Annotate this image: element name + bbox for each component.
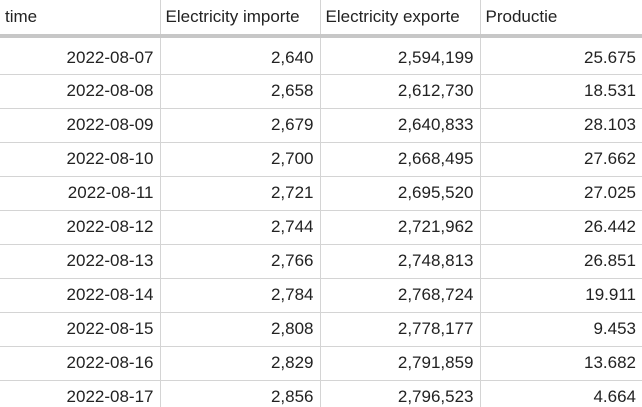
cell-productie[interactable]: 27.025 (479, 175, 642, 211)
cell-electricity-imported[interactable]: 2,829 (159, 345, 321, 381)
cell-time[interactable]: 2022-08-16 (0, 345, 161, 381)
cell-productie[interactable]: 25.675 (479, 35, 642, 75)
cell-electricity-exported[interactable]: 2,721,962 (319, 209, 481, 245)
table-row: 2022-08-11 2,721 2,695,520 27.025 (0, 175, 642, 211)
cell-time[interactable]: 2022-08-07 (0, 35, 161, 75)
cell-time[interactable]: 2022-08-12 (0, 209, 161, 245)
cell-electricity-exported[interactable]: 2,640,833 (319, 107, 481, 143)
column-header-electricity-imported[interactable]: Electricity importe (159, 0, 321, 38)
table-body: 2022-08-07 2,640 2,594,199 25.675 2022-0… (0, 35, 642, 407)
cell-electricity-exported[interactable]: 2,748,813 (319, 243, 481, 279)
cell-productie[interactable]: 26.442 (479, 209, 642, 245)
cell-electricity-exported[interactable]: 2,594,199 (319, 35, 481, 75)
table-row: 2022-08-07 2,640 2,594,199 25.675 (0, 35, 642, 75)
table-row: 2022-08-15 2,808 2,778,177 9.453 (0, 311, 642, 347)
cell-electricity-imported[interactable]: 2,784 (159, 277, 321, 313)
cell-time[interactable]: 2022-08-15 (0, 311, 161, 347)
cell-electricity-imported[interactable]: 2,700 (159, 141, 321, 177)
table-row: 2022-08-12 2,744 2,721,962 26.442 (0, 209, 642, 245)
cell-electricity-exported[interactable]: 2,695,520 (319, 175, 481, 211)
cell-electricity-imported[interactable]: 2,658 (159, 73, 321, 109)
header-row: time Electricity importe Electricity exp… (0, 0, 642, 38)
table-row: 2022-08-08 2,658 2,612,730 18.531 (0, 73, 642, 109)
cell-productie[interactable]: 13.682 (479, 345, 642, 381)
cell-electricity-imported[interactable]: 2,808 (159, 311, 321, 347)
table-row: 2022-08-09 2,679 2,640,833 28.103 (0, 107, 642, 143)
cell-productie[interactable]: 27.662 (479, 141, 642, 177)
cell-electricity-exported[interactable]: 2,791,859 (319, 345, 481, 381)
cell-productie[interactable]: 9.453 (479, 311, 642, 347)
header-row-group: time Electricity importe Electricity exp… (0, 0, 642, 38)
cell-productie[interactable]: 18.531 (479, 73, 642, 109)
cell-time[interactable]: 2022-08-10 (0, 141, 161, 177)
table-row: 2022-08-16 2,829 2,791,859 13.682 (0, 345, 642, 381)
cell-time[interactable]: 2022-08-08 (0, 73, 161, 109)
cell-electricity-imported[interactable]: 2,640 (159, 35, 321, 75)
cell-productie[interactable]: 19.911 (479, 277, 642, 313)
cell-time[interactable]: 2022-08-13 (0, 243, 161, 279)
column-header-productie[interactable]: Productie (479, 0, 642, 38)
cell-electricity-imported[interactable]: 2,744 (159, 209, 321, 245)
cell-electricity-imported[interactable]: 2,679 (159, 107, 321, 143)
cell-electricity-imported[interactable]: 2,721 (159, 175, 321, 211)
table-row: 2022-08-17 2,856 2,796,523 4.664 (0, 379, 642, 407)
cell-productie[interactable]: 4.664 (479, 379, 642, 407)
table-row: 2022-08-13 2,766 2,748,813 26.851 (0, 243, 642, 279)
table-row: 2022-08-14 2,784 2,768,724 19.911 (0, 277, 642, 313)
cell-electricity-exported[interactable]: 2,796,523 (319, 379, 481, 407)
cell-time[interactable]: 2022-08-11 (0, 175, 161, 211)
cell-electricity-imported[interactable]: 2,766 (159, 243, 321, 279)
cell-electricity-imported[interactable]: 2,856 (159, 379, 321, 407)
column-header-time[interactable]: time (0, 0, 161, 38)
cell-productie[interactable]: 28.103 (479, 107, 642, 143)
cell-productie[interactable]: 26.851 (479, 243, 642, 279)
cell-electricity-exported[interactable]: 2,612,730 (319, 73, 481, 109)
column-header-electricity-exported[interactable]: Electricity exporte (319, 0, 481, 38)
cell-time[interactable]: 2022-08-09 (0, 107, 161, 143)
cell-time[interactable]: 2022-08-17 (0, 379, 161, 407)
cell-electricity-exported[interactable]: 2,778,177 (319, 311, 481, 347)
table-row: 2022-08-10 2,700 2,668,495 27.662 (0, 141, 642, 177)
cell-electricity-exported[interactable]: 2,768,724 (319, 277, 481, 313)
cell-time[interactable]: 2022-08-14 (0, 277, 161, 313)
cell-electricity-exported[interactable]: 2,668,495 (319, 141, 481, 177)
